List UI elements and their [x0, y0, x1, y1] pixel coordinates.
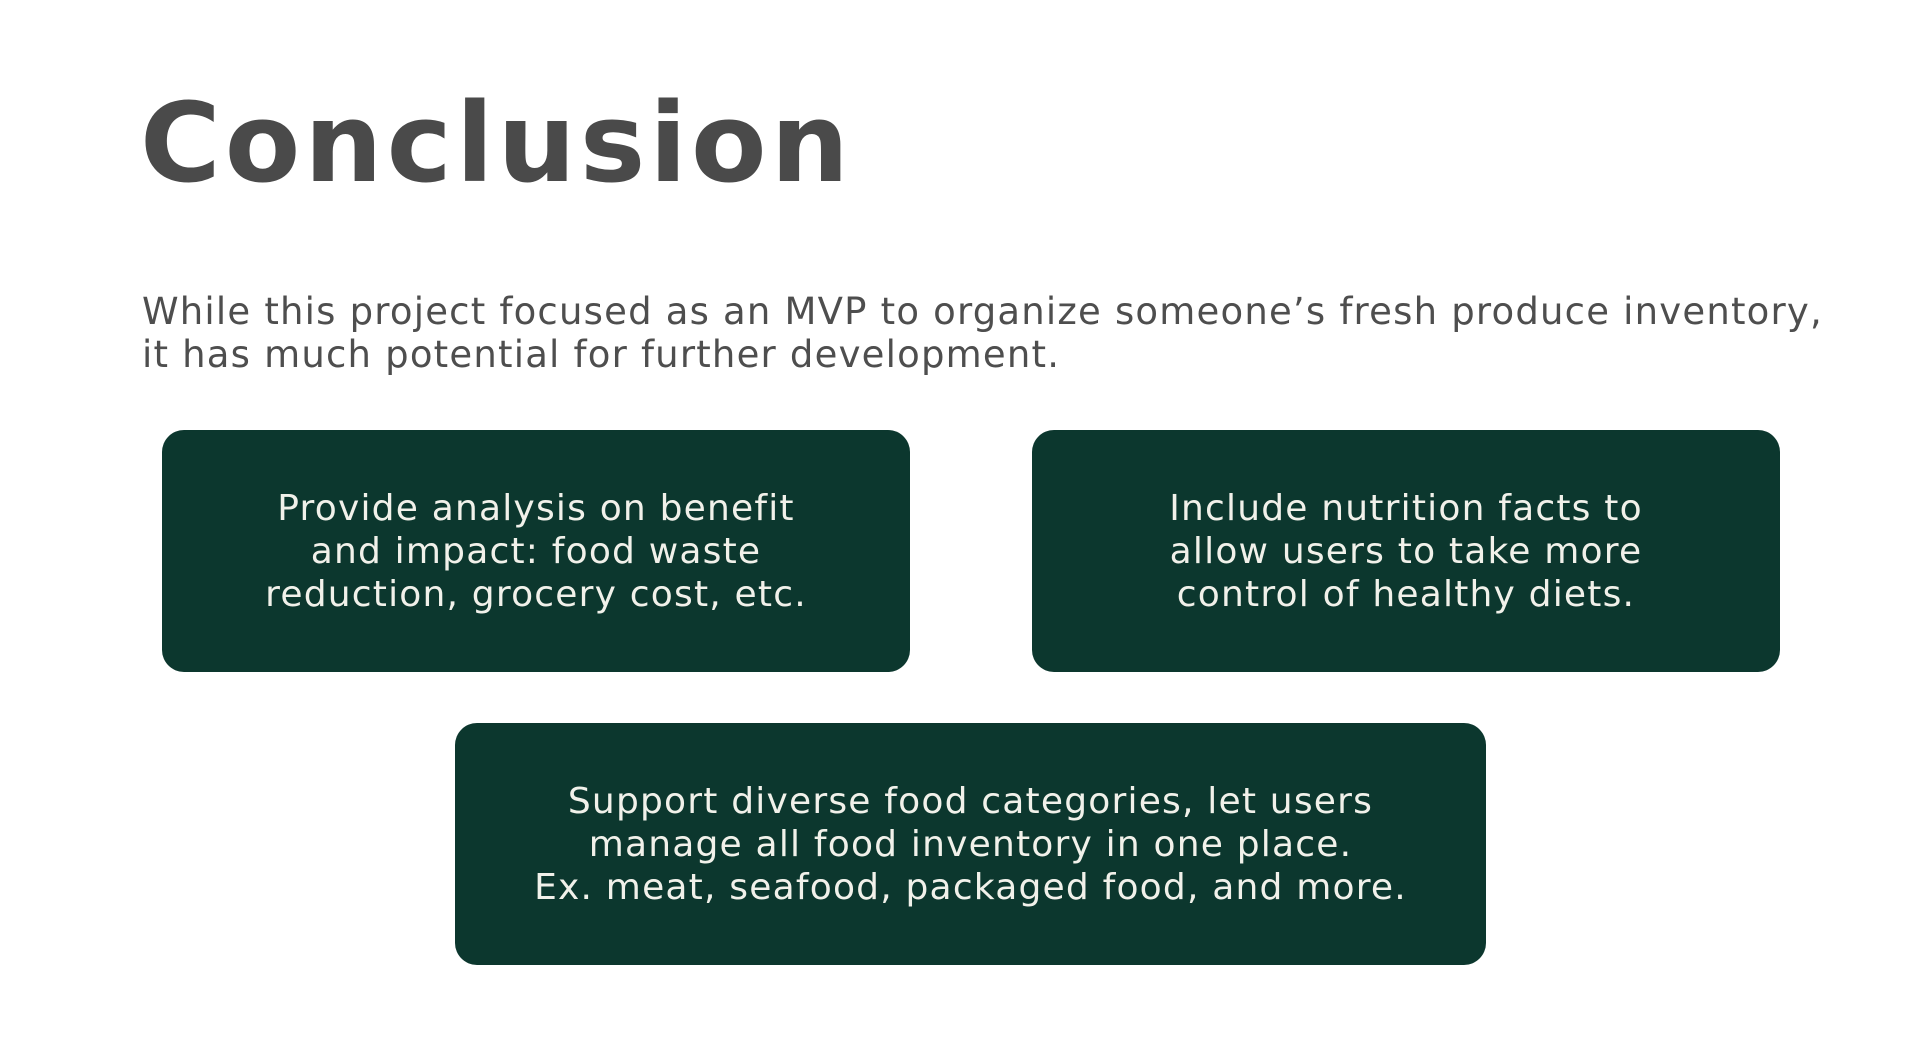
card-analysis: Provide analysis on benefit and impact: … [162, 430, 910, 672]
card-line: manage all food inventory in one place. [588, 823, 1353, 865]
intro-paragraph: While this project focused as an MVP to … [142, 290, 1842, 376]
page-title: Conclusion [140, 79, 853, 207]
card-line: Provide analysis on benefit [277, 487, 795, 529]
card-text: Provide analysis on benefit and impact: … [265, 487, 807, 616]
card-text: Support diverse food categories, let use… [534, 780, 1407, 909]
card-text: Include nutrition facts to allow users t… [1169, 487, 1643, 616]
card-line: reduction, grocery cost, etc. [265, 573, 807, 615]
card-line: control of healthy diets. [1176, 573, 1636, 615]
card-nutrition: Include nutrition facts to allow users t… [1032, 430, 1780, 672]
card-line: Ex. meat, seafood, packaged food, and mo… [534, 866, 1407, 908]
card-line: allow users to take more [1169, 530, 1643, 572]
card-food-categories: Support diverse food categories, let use… [455, 723, 1486, 965]
card-line: and impact: food waste [310, 530, 762, 572]
intro-line: While this project focused as an MVP to … [142, 290, 1823, 333]
intro-line: it has much potential for further develo… [142, 333, 1061, 376]
card-line: Support diverse food categories, let use… [567, 780, 1374, 822]
card-line: Include nutrition facts to [1169, 487, 1643, 529]
